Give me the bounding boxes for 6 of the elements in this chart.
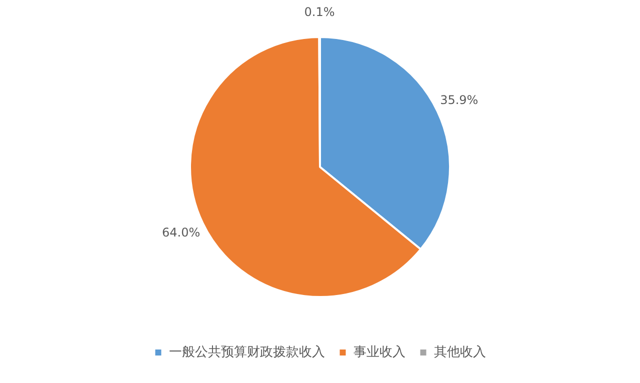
data-label: 35.9%: [440, 93, 478, 108]
data-label: 0.1%: [304, 5, 335, 20]
legend-label: 事业收入: [353, 344, 406, 360]
legend-label: 其他收入: [434, 344, 486, 360]
data-label: 64.0%: [162, 226, 200, 240]
legend-label: 一般公共预算财政拨款收入: [168, 344, 325, 360]
